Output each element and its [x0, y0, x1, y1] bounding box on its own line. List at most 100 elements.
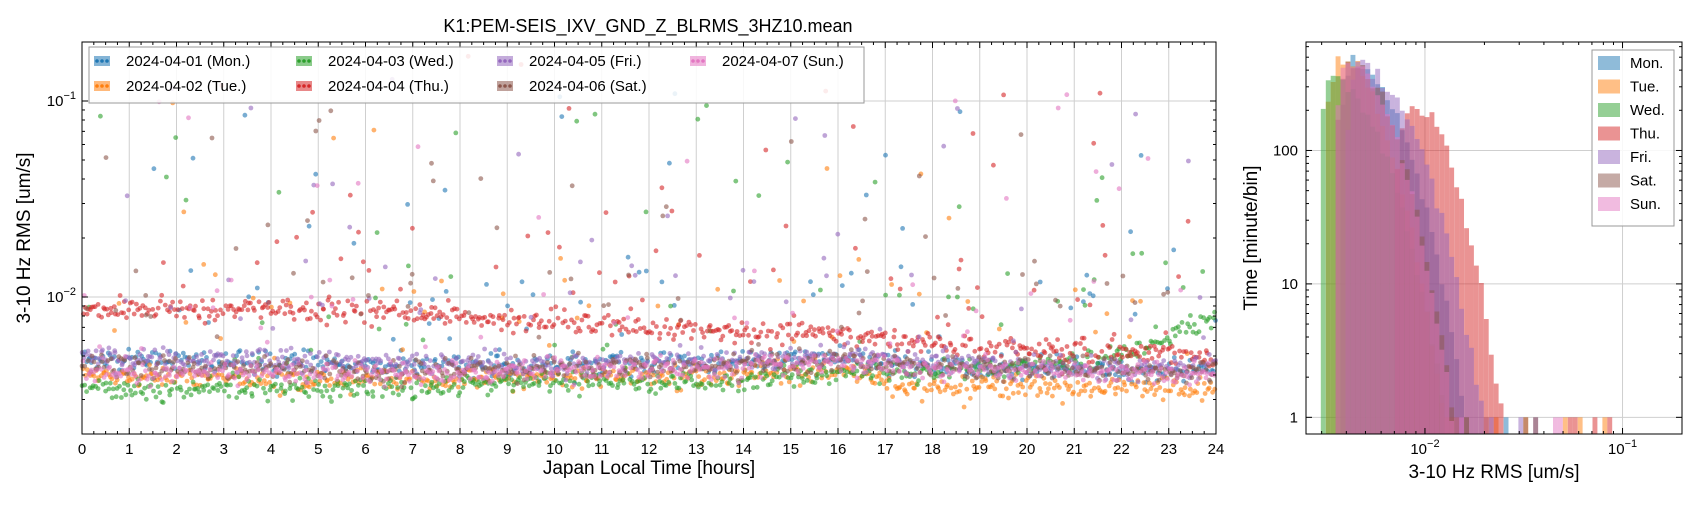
- scatter-point: [585, 379, 590, 384]
- scatter-point: [441, 374, 446, 379]
- scatter-point: [478, 335, 483, 340]
- scatter-point: [537, 335, 542, 340]
- scatter-point: [318, 318, 323, 323]
- scatter-point: [113, 350, 118, 355]
- scatter-point: [701, 354, 706, 359]
- scatter-point: [651, 321, 656, 326]
- scatter-point: [1064, 92, 1069, 97]
- scatter-point: [238, 348, 243, 353]
- scatter-point: [589, 238, 594, 243]
- scatter-point: [372, 382, 377, 387]
- scatter-point: [154, 395, 159, 400]
- scatter-point: [940, 373, 945, 378]
- scatter-point: [173, 135, 178, 140]
- scatter-point: [671, 337, 676, 342]
- scatter-y-tick-label: 10−1: [47, 90, 76, 110]
- scatter-point: [528, 323, 533, 328]
- scatter-point: [749, 372, 754, 377]
- scatter-point: [645, 374, 650, 379]
- scatter-point: [516, 152, 521, 157]
- scatter-point: [284, 303, 289, 308]
- scatter-legend-marker: [105, 59, 109, 63]
- scatter-point: [414, 352, 419, 357]
- scatter-point: [210, 298, 215, 303]
- scatter-point: [961, 334, 966, 339]
- scatter-point: [323, 384, 328, 389]
- scatter-point: [488, 361, 493, 366]
- scatter-point: [992, 387, 997, 392]
- scatter-point: [159, 293, 164, 298]
- scatter-point: [999, 322, 1004, 327]
- scatter-point: [887, 378, 892, 383]
- histogram-legend-label: Tue.: [1630, 79, 1659, 96]
- scatter-point: [1044, 367, 1049, 372]
- histogram-bar: [1360, 66, 1365, 434]
- scatter-x-tick-label: 6: [361, 441, 369, 458]
- scatter-point: [1173, 334, 1178, 339]
- scatter-point: [443, 188, 448, 193]
- scatter-point: [1019, 307, 1024, 312]
- scatter-point: [1057, 385, 1062, 390]
- scatter-point: [292, 352, 297, 357]
- scatter-point: [497, 313, 502, 318]
- scatter-point: [86, 349, 91, 354]
- scatter-point: [509, 377, 514, 382]
- scatter-point: [853, 246, 858, 251]
- scatter-point: [689, 336, 694, 341]
- scatter-point: [808, 279, 813, 284]
- scatter-x-tick-label: 3: [220, 441, 228, 458]
- scatter-point: [280, 355, 285, 360]
- scatter-point: [430, 369, 435, 374]
- scatter-point: [883, 362, 888, 367]
- scatter-point: [910, 282, 915, 287]
- scatter-point: [97, 378, 102, 383]
- scatter-point: [234, 246, 239, 251]
- scatter-point: [209, 360, 214, 365]
- scatter-point: [532, 381, 537, 386]
- scatter-point: [328, 108, 333, 113]
- scatter-point: [310, 366, 315, 371]
- scatter-point: [197, 316, 202, 321]
- scatter-point: [184, 198, 189, 203]
- scatter-point: [779, 362, 784, 367]
- scatter-point: [784, 224, 789, 229]
- scatter-point: [249, 106, 254, 111]
- scatter-point: [110, 395, 115, 400]
- scatter-point: [668, 326, 673, 331]
- scatter-point: [384, 377, 389, 382]
- scatter-point: [246, 308, 251, 313]
- scatter-point: [913, 372, 918, 377]
- scatter-point: [1034, 282, 1039, 287]
- histogram-bar: [1380, 105, 1385, 434]
- scatter-point: [860, 358, 865, 363]
- scatter-point: [621, 317, 626, 322]
- scatter-point: [552, 355, 557, 360]
- scatter-point: [454, 356, 459, 361]
- scatter-point: [1099, 365, 1104, 370]
- scatter-point: [152, 166, 157, 171]
- scatter-point: [732, 341, 737, 346]
- scatter-legend-marker: [696, 59, 700, 63]
- scatter-point: [1200, 269, 1205, 274]
- scatter-point: [999, 354, 1004, 359]
- scatter-point: [382, 384, 387, 389]
- scatter-point: [486, 319, 491, 324]
- scatter-point: [288, 304, 293, 309]
- scatter-point: [867, 339, 872, 344]
- scatter-point: [900, 226, 905, 231]
- scatter-point: [1110, 337, 1115, 342]
- scatter-point: [349, 355, 354, 360]
- scatter-point: [702, 377, 707, 382]
- scatter-point: [108, 351, 113, 356]
- scatter-point: [1171, 248, 1176, 253]
- histogram-x-axis-label: 3-10 Hz RMS [um/s]: [1408, 462, 1579, 483]
- scatter-point: [389, 384, 394, 389]
- scatter-point: [915, 357, 920, 362]
- scatter-point: [324, 353, 329, 358]
- histogram-bar: [1459, 417, 1464, 434]
- scatter-point: [1173, 380, 1178, 385]
- scatter-point: [320, 394, 325, 399]
- scatter-point: [397, 356, 402, 361]
- scatter-point: [845, 370, 850, 375]
